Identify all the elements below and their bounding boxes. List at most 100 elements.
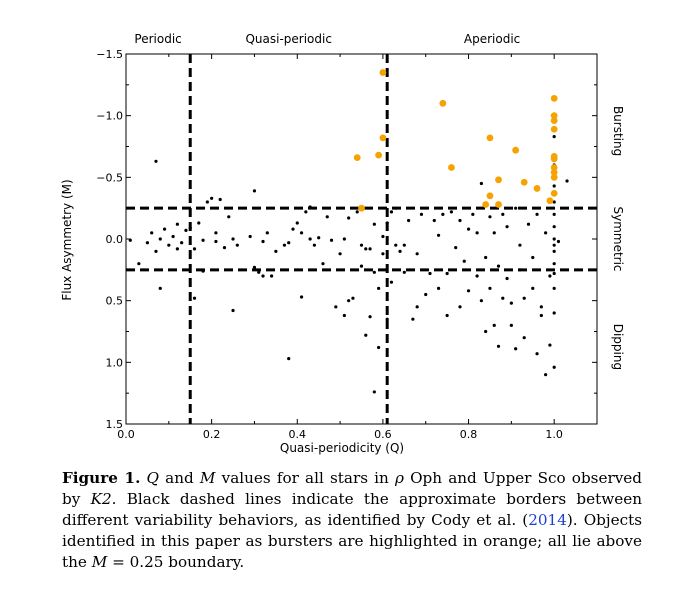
star-point bbox=[304, 210, 308, 214]
star-point bbox=[308, 237, 312, 241]
star-point bbox=[565, 179, 569, 183]
burster-point bbox=[448, 164, 455, 171]
star-point bbox=[552, 200, 556, 204]
star-point bbox=[526, 222, 531, 226]
star-point bbox=[372, 270, 376, 274]
burster-point bbox=[550, 125, 558, 133]
burster-point bbox=[358, 204, 365, 212]
star-point bbox=[261, 239, 265, 244]
star-point bbox=[402, 243, 406, 247]
star-point bbox=[466, 289, 471, 293]
star-point bbox=[158, 286, 162, 290]
star-point bbox=[269, 274, 274, 278]
burster-point bbox=[482, 201, 490, 208]
star-point bbox=[552, 243, 556, 247]
star-point bbox=[462, 259, 466, 263]
star-point bbox=[402, 270, 406, 274]
star-point bbox=[342, 313, 346, 318]
star-point bbox=[522, 336, 526, 340]
star-point bbox=[518, 268, 522, 272]
star-point bbox=[257, 270, 261, 274]
burster-point bbox=[375, 151, 383, 159]
citation-link[interactable]: 2014 bbox=[528, 511, 567, 529]
region-label-top: Quasi-periodic bbox=[245, 32, 331, 46]
star-point bbox=[539, 313, 543, 318]
star-point bbox=[372, 390, 376, 394]
burster-point bbox=[379, 134, 387, 142]
burster-point bbox=[486, 192, 494, 200]
plot-frame bbox=[125, 53, 598, 425]
star-point bbox=[295, 221, 299, 225]
star-point bbox=[496, 344, 501, 348]
star-point bbox=[321, 262, 325, 266]
y-axis-label: Flux Asymmetry (M) bbox=[60, 179, 74, 300]
star-point bbox=[548, 274, 552, 278]
star-point bbox=[351, 296, 355, 300]
star-point bbox=[458, 305, 462, 309]
star-point bbox=[205, 200, 209, 204]
star-point bbox=[428, 271, 432, 276]
star-point bbox=[347, 216, 351, 220]
burster-point bbox=[550, 112, 558, 120]
burster-point bbox=[379, 69, 387, 76]
x-tick-label: 0.6 bbox=[374, 428, 392, 441]
star-point bbox=[154, 159, 158, 163]
star-point bbox=[531, 255, 535, 260]
star-point bbox=[415, 252, 419, 256]
star-point bbox=[227, 215, 231, 219]
star-point bbox=[180, 241, 184, 245]
star-point bbox=[509, 301, 513, 305]
star-point bbox=[308, 205, 312, 209]
burster-point bbox=[533, 185, 541, 192]
star-point bbox=[145, 241, 150, 245]
star-point bbox=[488, 215, 492, 219]
star-point bbox=[192, 296, 197, 300]
star-point bbox=[214, 231, 218, 235]
boundary-lines bbox=[126, 54, 597, 424]
star-point bbox=[299, 231, 304, 235]
star-point bbox=[287, 357, 291, 361]
star-point bbox=[218, 197, 222, 202]
star-point bbox=[192, 247, 197, 251]
star-point bbox=[162, 227, 167, 231]
star-point bbox=[248, 234, 252, 239]
star-point bbox=[505, 276, 509, 281]
star-point bbox=[535, 352, 539, 356]
star-point bbox=[188, 226, 192, 230]
star-point bbox=[377, 286, 381, 290]
star-point bbox=[231, 237, 235, 241]
star-point bbox=[359, 264, 364, 268]
x-tick-label: 0.0 bbox=[117, 428, 135, 441]
star-point bbox=[432, 218, 436, 223]
star-point bbox=[368, 315, 372, 319]
star-point bbox=[175, 247, 179, 251]
star-point bbox=[171, 234, 175, 239]
star-point bbox=[552, 286, 556, 290]
caption-text: = 0.25 boundary. bbox=[107, 553, 245, 571]
star-point bbox=[552, 135, 556, 139]
y-tick-label: −1.5 bbox=[96, 48, 123, 61]
star-point bbox=[445, 271, 449, 276]
y-axis-ticks: −1.5 −1.0 −0.5 0.0 0.5 1.0 1.5 bbox=[96, 48, 597, 431]
x-tick-label: 0.8 bbox=[460, 428, 478, 441]
star-point bbox=[458, 218, 462, 223]
star-point bbox=[518, 243, 522, 247]
star-point bbox=[548, 343, 552, 347]
burster-point bbox=[550, 189, 558, 197]
star-point bbox=[539, 305, 543, 309]
star-point bbox=[492, 323, 496, 327]
y-tick-label: 0.5 bbox=[106, 295, 124, 308]
x-tick-label: 1.0 bbox=[545, 428, 563, 441]
star-point bbox=[544, 373, 548, 377]
star-point bbox=[385, 221, 389, 225]
star-point bbox=[552, 311, 556, 315]
star-point bbox=[364, 333, 368, 337]
star-point bbox=[514, 206, 518, 210]
star-point bbox=[552, 237, 556, 241]
y-tick-label: 1.0 bbox=[106, 356, 124, 369]
star-point bbox=[299, 295, 304, 299]
star-point bbox=[436, 286, 441, 290]
caption-m-symbol: M bbox=[91, 553, 108, 571]
star-point bbox=[475, 274, 479, 278]
star-point bbox=[381, 234, 385, 239]
